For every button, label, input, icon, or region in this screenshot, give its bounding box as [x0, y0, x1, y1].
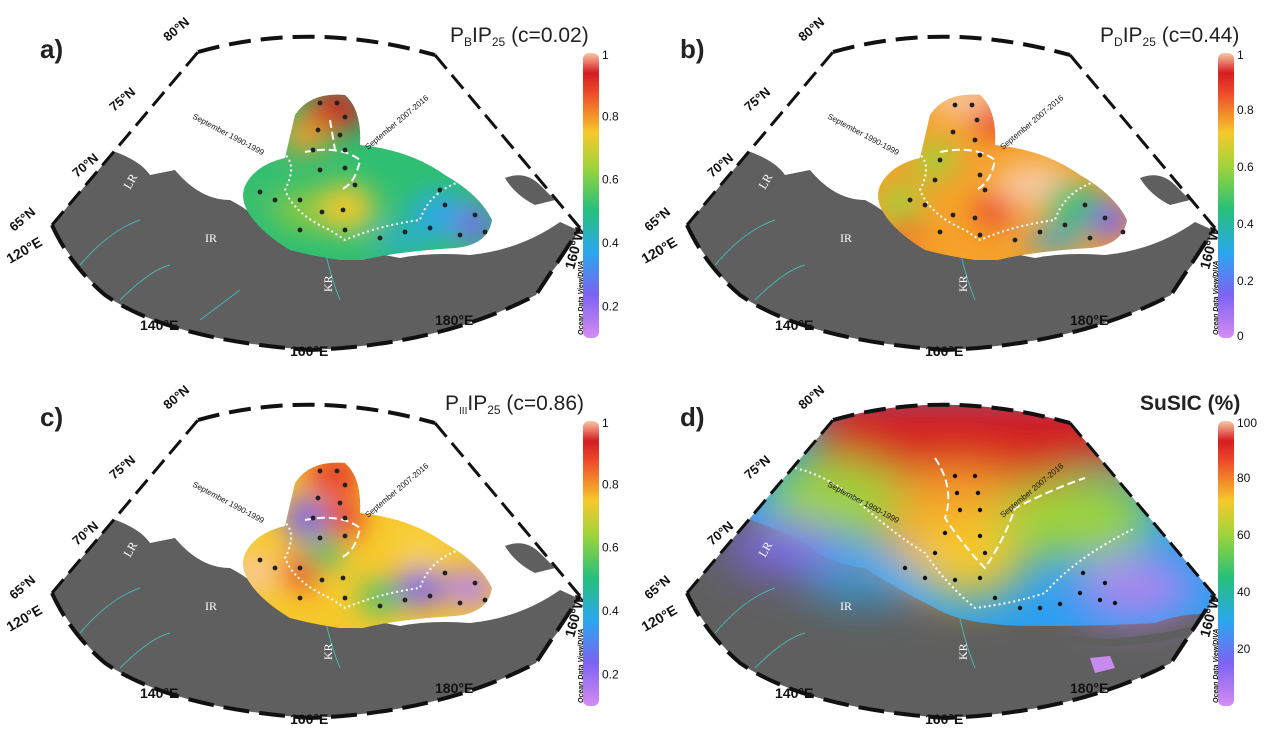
station-dots: [257, 100, 488, 241]
panel-a: [50, 34, 582, 353]
map-area: [52, 36, 580, 350]
panel-d: [685, 402, 1217, 721]
panel-c: [50, 402, 582, 721]
land-islands: [385, 175, 555, 225]
panel-b: [685, 34, 1217, 353]
